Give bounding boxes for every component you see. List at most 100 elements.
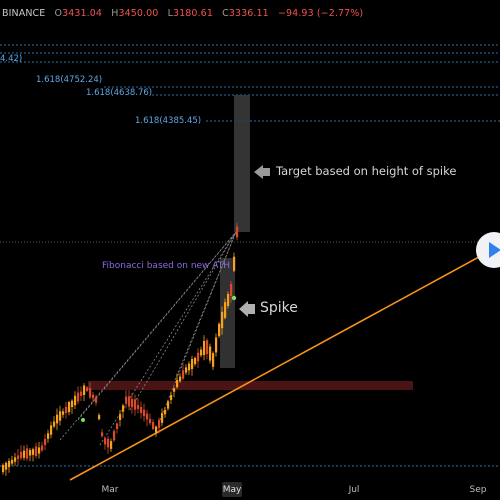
candle-body bbox=[137, 405, 140, 409]
target-arrow-icon bbox=[254, 165, 263, 179]
trendline bbox=[69, 251, 489, 481]
candle-body bbox=[62, 411, 65, 415]
candle-body bbox=[65, 406, 68, 414]
candle-body bbox=[113, 430, 116, 441]
candle-body bbox=[176, 379, 179, 388]
candle-body bbox=[212, 353, 215, 367]
candle-body bbox=[8, 460, 11, 468]
close-key: C bbox=[222, 8, 229, 19]
candle-body bbox=[197, 352, 200, 362]
candle-body bbox=[53, 421, 56, 427]
play-icon bbox=[489, 242, 500, 258]
fib-label-4638: 1.618(4638.76) bbox=[86, 88, 153, 98]
candles-group bbox=[2, 222, 239, 476]
open-key: O bbox=[54, 8, 63, 19]
low-key: L bbox=[167, 8, 173, 19]
candle-body bbox=[158, 420, 161, 428]
x-tick-jul: Jul bbox=[348, 485, 360, 495]
candle-body bbox=[74, 395, 77, 406]
candle-body bbox=[155, 426, 158, 434]
spike-arrow-icon bbox=[239, 301, 248, 317]
x-tick-may: May bbox=[222, 485, 242, 495]
candle-body bbox=[26, 448, 29, 459]
candle-body bbox=[128, 396, 131, 407]
candle-body bbox=[194, 357, 197, 365]
candle-body bbox=[173, 388, 176, 392]
candle-body bbox=[203, 340, 206, 356]
ohlc-header: BINANCE O3431.04 H3450.00 L3180.61 C3336… bbox=[0, 8, 363, 24]
candle-body bbox=[11, 459, 14, 464]
target-arrow-tail bbox=[262, 168, 270, 176]
candle-body bbox=[17, 455, 20, 460]
fib-label-4752: 1.618(4752.24) bbox=[36, 75, 103, 85]
candle-body bbox=[167, 401, 170, 409]
candle-body bbox=[86, 387, 89, 391]
candle-body bbox=[44, 438, 47, 446]
fib-label-4385: 1.618(4385.45) bbox=[135, 116, 202, 126]
target-annotation: Target based on height of spike bbox=[276, 164, 457, 178]
x-tick-highlight bbox=[222, 482, 242, 497]
candle-body bbox=[140, 406, 143, 414]
candle-body bbox=[221, 311, 224, 329]
candle-body bbox=[38, 447, 41, 454]
candle-body bbox=[209, 346, 212, 361]
candle-body bbox=[215, 337, 218, 353]
candle-body bbox=[107, 438, 110, 448]
candle-body bbox=[71, 400, 74, 408]
candle-body bbox=[83, 385, 86, 395]
candle-body bbox=[68, 401, 71, 413]
candle-body bbox=[236, 226, 239, 238]
candle-body bbox=[80, 391, 83, 396]
candle-body bbox=[125, 396, 128, 404]
candle-body bbox=[20, 451, 23, 459]
candle-body bbox=[206, 340, 209, 355]
candle-body bbox=[77, 392, 80, 402]
candle-body bbox=[98, 415, 101, 420]
play-button[interactable] bbox=[476, 232, 500, 268]
x-tick-sep: Sep bbox=[469, 485, 487, 495]
candle-body bbox=[110, 441, 113, 449]
symbol-label: BINANCE bbox=[2, 8, 46, 19]
candle-body bbox=[89, 388, 92, 398]
candle-body bbox=[149, 418, 152, 424]
candle-body bbox=[5, 462, 8, 470]
candle-body bbox=[224, 302, 227, 318]
candle-body bbox=[29, 449, 32, 456]
fib-fan bbox=[59, 231, 237, 446]
candle-body bbox=[116, 423, 119, 429]
open-value: 3431.04 bbox=[62, 8, 103, 19]
candle-body bbox=[35, 446, 38, 457]
high-value: 3450.00 bbox=[118, 8, 159, 19]
candle-body bbox=[122, 405, 125, 412]
candle-body bbox=[50, 425, 53, 435]
low-value: 3180.61 bbox=[172, 8, 213, 19]
candle-body bbox=[104, 438, 107, 445]
candle-body bbox=[32, 449, 35, 455]
candle-body bbox=[164, 409, 167, 415]
candle-body bbox=[14, 457, 17, 462]
candle-body bbox=[134, 399, 137, 410]
high-key: H bbox=[111, 8, 119, 19]
candle-body bbox=[188, 363, 191, 371]
candle-body bbox=[2, 464, 5, 473]
close-value: 3336.11 bbox=[228, 8, 269, 19]
candle-body bbox=[185, 367, 188, 373]
candle-body bbox=[41, 445, 44, 451]
candle-body bbox=[227, 293, 230, 307]
candle-body bbox=[56, 414, 59, 424]
fib-label-partial: 4.42) bbox=[0, 54, 23, 64]
candle-body bbox=[92, 394, 95, 399]
spike-arrow-tail bbox=[247, 304, 255, 314]
target-box bbox=[234, 95, 250, 232]
marker-dot-2 bbox=[81, 418, 85, 422]
x-tick-mar: Mar bbox=[101, 485, 119, 495]
candle-body bbox=[200, 349, 203, 356]
support-zone bbox=[88, 381, 413, 390]
marker-dot-1 bbox=[231, 295, 237, 301]
candle-body bbox=[230, 283, 233, 297]
candle-body bbox=[143, 409, 146, 417]
candle-body bbox=[131, 398, 134, 408]
candle-body bbox=[59, 411, 62, 421]
